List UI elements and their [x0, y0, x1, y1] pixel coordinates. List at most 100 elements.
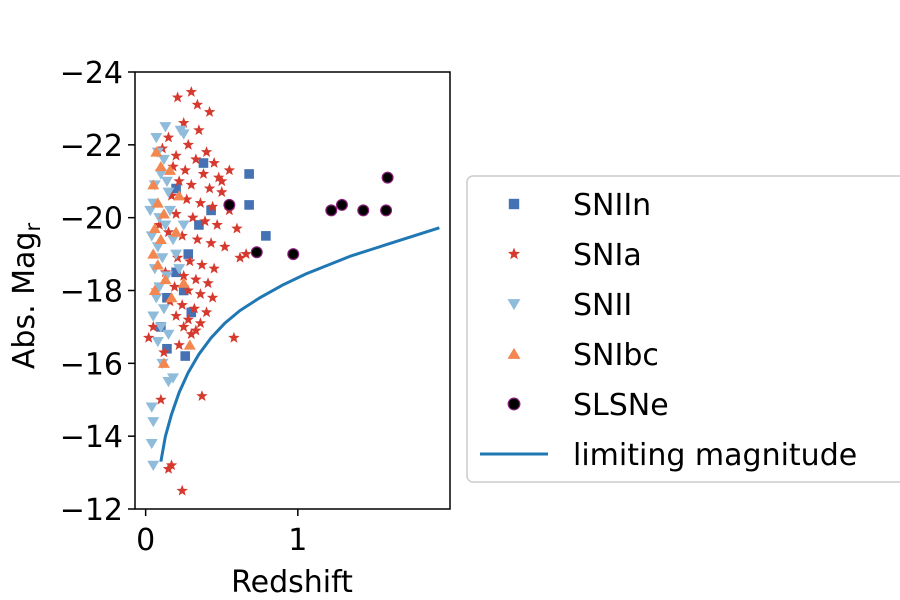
- snia-point: [212, 171, 225, 183]
- snia-point: [176, 299, 188, 310]
- snia-point: [173, 339, 185, 350]
- slsne-point: [380, 204, 393, 217]
- snia-point: [216, 186, 228, 198]
- snia-point: [170, 309, 182, 321]
- snia-point: [155, 393, 167, 405]
- y-tick-label: −22: [60, 129, 123, 164]
- snibc-points: [147, 146, 196, 368]
- snia-point: [153, 218, 166, 230]
- snia-point: [182, 284, 194, 296]
- snia-point: [147, 320, 159, 332]
- snia-point: [203, 182, 216, 194]
- snia-point: [165, 189, 178, 201]
- snia-point: [158, 346, 170, 358]
- y-axis-label: Abs. Magr: [7, 223, 45, 370]
- limiting-magnitude-curve: [159, 226, 440, 462]
- data-marks: [142, 86, 440, 496]
- snii-point: [154, 169, 167, 180]
- snia-point: [191, 98, 204, 110]
- y-tick-label: −12: [60, 493, 123, 528]
- snia-point: [200, 146, 213, 157]
- snii-point: [167, 235, 180, 246]
- snii-point: [150, 293, 163, 304]
- slsne-points: [223, 171, 394, 261]
- snia-point: [177, 116, 190, 128]
- snia-point: [184, 255, 196, 267]
- snia-point: [177, 320, 190, 332]
- snia-points: [142, 86, 252, 496]
- snia-point: [181, 193, 193, 205]
- snii-point: [173, 264, 186, 275]
- snia-point: [190, 273, 202, 285]
- snia-point: [203, 106, 216, 117]
- snibc-point: [147, 248, 160, 259]
- snii-point: [159, 122, 172, 133]
- snii-point: [153, 282, 166, 293]
- snia-point: [208, 262, 220, 274]
- snia-point: [165, 459, 178, 471]
- sniin-point: [178, 285, 189, 296]
- y-tick-label: −18: [60, 275, 123, 310]
- sniin-point: [198, 158, 209, 168]
- snibc-point: [157, 208, 170, 219]
- snia-point: [170, 149, 182, 161]
- snii-point: [144, 205, 157, 217]
- slsne-point: [250, 246, 263, 259]
- snii-point: [147, 460, 160, 471]
- snibc-point: [159, 273, 172, 285]
- snia-point: [162, 131, 175, 143]
- snia-point: [171, 91, 184, 103]
- snia-point: [176, 484, 188, 496]
- snia-point: [194, 288, 207, 299]
- snia-point: [190, 324, 202, 336]
- sniin-point: [171, 183, 181, 194]
- snia-point: [208, 157, 220, 168]
- snia-point: [216, 175, 228, 187]
- snibc-point: [165, 292, 178, 303]
- slsne-point: [357, 204, 370, 217]
- sniin-point: [206, 205, 216, 216]
- sniin-point: [194, 220, 204, 230]
- snii-point: [162, 187, 175, 198]
- snibc-point: [183, 339, 196, 350]
- snii-point: [145, 402, 158, 413]
- snii-point: [150, 133, 163, 144]
- x-tick-label: 0: [136, 523, 155, 558]
- snii-point: [151, 242, 164, 253]
- legend-frame: [466, 175, 900, 483]
- slsne-point: [335, 198, 348, 211]
- snia-point: [219, 240, 231, 252]
- legend-label-slsne: SLSNe: [573, 388, 669, 423]
- slsne-point: [223, 198, 236, 211]
- plot-area: [142, 86, 440, 496]
- snia-point: [223, 164, 236, 176]
- snia-point: [231, 222, 243, 234]
- snii-point: [147, 311, 160, 322]
- snia-point: [205, 237, 217, 249]
- snia-point: [228, 331, 240, 343]
- sniin-point: [162, 292, 172, 303]
- snii-point: [170, 249, 183, 260]
- snii-point: [160, 176, 173, 187]
- snia-point: [211, 218, 223, 230]
- snibc-point: [151, 259, 164, 270]
- snia-point: [206, 200, 219, 212]
- snii-point: [156, 253, 169, 264]
- snii-point: [159, 220, 172, 231]
- snia-point: [173, 175, 185, 187]
- snia-point: [187, 211, 199, 223]
- snia-point: [190, 153, 202, 165]
- legend-label-snia: SNIa: [573, 238, 642, 273]
- snia-point: [191, 233, 204, 245]
- snia-point: [193, 124, 205, 136]
- snibc-point: [151, 197, 164, 208]
- y-axis-label-subscript: r: [21, 223, 45, 232]
- snia-point: [194, 197, 207, 208]
- snia-point: [206, 291, 219, 303]
- legend-swatch-snibc: [507, 347, 521, 359]
- x-tick-label: 1: [288, 523, 307, 558]
- sniin-point: [162, 343, 172, 354]
- snia-point: [196, 390, 208, 401]
